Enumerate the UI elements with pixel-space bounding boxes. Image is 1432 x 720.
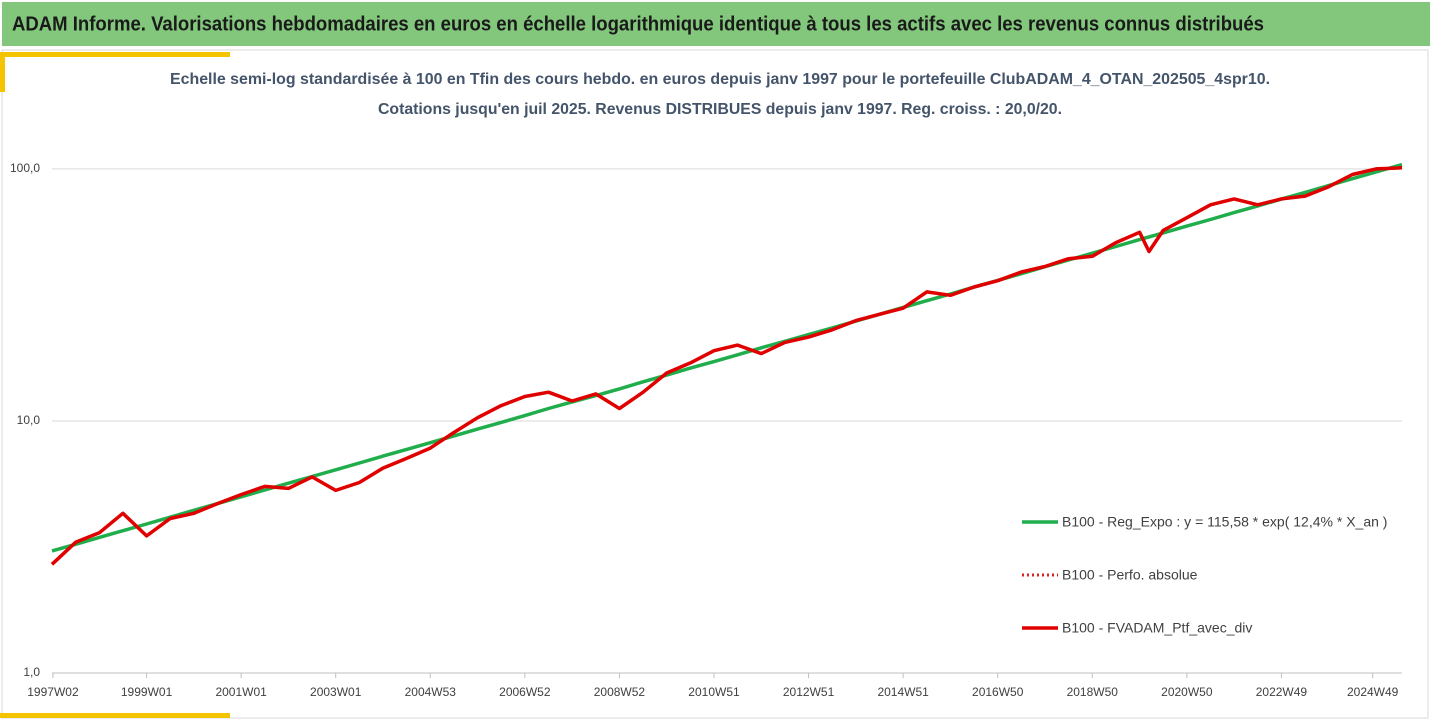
x-tick-label: 2003W01 <box>310 685 362 699</box>
accent-left <box>0 52 5 92</box>
x-tick-label: 2001W01 <box>215 685 267 699</box>
accent-top <box>0 52 230 57</box>
x-tick-label: 2004W53 <box>405 685 457 699</box>
x-tick-label: 1997W02 <box>27 685 79 699</box>
legend-label: B100 - Reg_Expo : y = 115,58 * exp( 12,4… <box>1062 514 1387 530</box>
accent-bottom <box>0 713 230 718</box>
title-bar <box>2 2 1430 46</box>
x-tick-label: 2012W51 <box>783 685 835 699</box>
y-tick-label: 100,0 <box>10 161 40 175</box>
x-tick-label: 2010W51 <box>688 685 740 699</box>
x-tick-label: 2006W52 <box>499 685 551 699</box>
x-tick-label: 2014W51 <box>877 685 929 699</box>
chart-subtitle: Echelle semi-log standardisée à 100 en T… <box>170 71 1270 88</box>
x-tick-label: 1999W01 <box>121 685 173 699</box>
x-tick-label: 2024W49 <box>1347 685 1399 699</box>
y-tick-label: 10,0 <box>17 413 41 427</box>
chart-title: ADAM Informe. Valorisations hebdomadaire… <box>12 13 1264 35</box>
y-tick-label: 1,0 <box>23 665 40 679</box>
x-tick-label: 2008W52 <box>594 685 646 699</box>
chart-subtitle: Cotations jusqu'en juil 2025. Revenus DI… <box>378 101 1062 118</box>
x-tick-label: 2022W49 <box>1256 685 1308 699</box>
series-line <box>50 166 1403 566</box>
legend-label: B100 - Perfo. absolue <box>1062 567 1198 583</box>
x-tick-label: 2016W50 <box>972 685 1024 699</box>
legend-label: B100 - FVADAM_Ptf_avec_div <box>1062 620 1252 636</box>
x-tick-label: 2018W50 <box>1067 685 1119 699</box>
x-tick-label: 2020W50 <box>1161 685 1213 699</box>
series-line <box>51 162 1403 553</box>
chart-frame <box>1 49 1429 719</box>
